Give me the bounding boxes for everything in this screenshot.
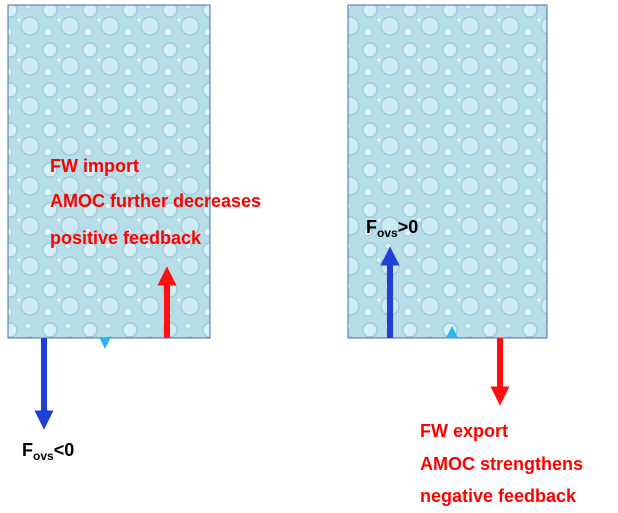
flux-base: F	[22, 440, 33, 460]
annotation: FW export	[420, 421, 508, 441]
annotation: FW import	[50, 156, 139, 176]
annotation: negative feedback	[420, 486, 577, 506]
water-box	[348, 5, 547, 338]
flux-sub: ovs	[377, 226, 398, 240]
diagram: FW import AMOC further decreases positiv…	[0, 0, 618, 513]
right-panel: Fovs>0 FW export AMOC strengthens negati…	[348, 5, 583, 506]
flux-rest: <0	[54, 440, 75, 460]
annotation: AMOC further decreases	[50, 191, 261, 211]
flux-rest: >0	[398, 217, 419, 237]
flux-label: Fovs<0	[22, 440, 74, 463]
left-panel: FW import AMOC further decreases positiv…	[8, 5, 261, 463]
annotation: positive feedback	[50, 228, 202, 248]
flux-base: F	[366, 217, 377, 237]
annotation: AMOC strengthens	[420, 454, 583, 474]
flux-sub: ovs	[33, 449, 54, 463]
